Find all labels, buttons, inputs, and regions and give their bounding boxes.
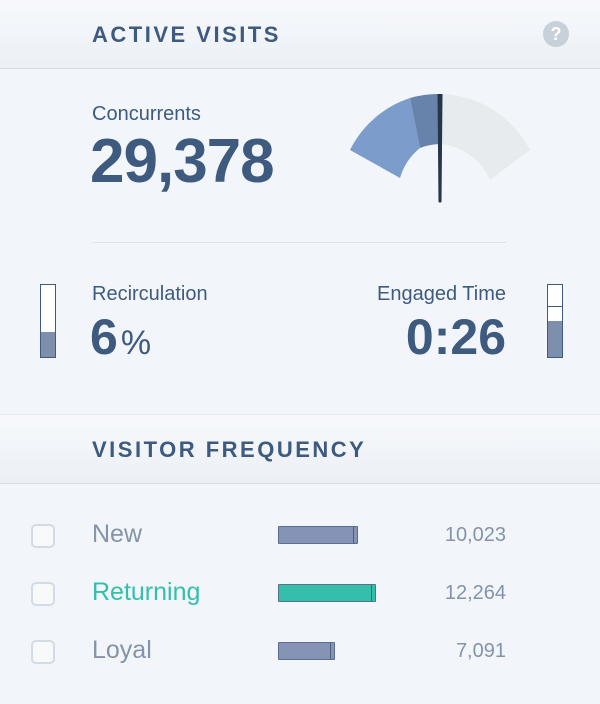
frequency-row-new: New 10,023 [0, 516, 600, 556]
new-label: New [92, 520, 143, 548]
recirculation-bar [40, 284, 56, 358]
concurrents-gauge [350, 93, 530, 203]
loyal-label: Loyal [92, 636, 152, 664]
section-divider [92, 242, 506, 243]
returning-bar-notch [371, 585, 372, 601]
returning-label: Returning [92, 578, 201, 606]
concurrents-label: Concurrents [92, 103, 201, 125]
returning-bar [278, 584, 376, 602]
active-visits-header: ACTIVE VISITS ? [0, 0, 600, 69]
recirculation-label: Recirculation [92, 283, 208, 305]
recirculation-value: 6% [90, 308, 151, 366]
engaged-time-bar [547, 284, 563, 358]
engaged-time-bar-marker [548, 305, 562, 307]
loyal-bar-notch [330, 643, 331, 659]
new-checkbox[interactable] [31, 524, 55, 548]
recirculation-bar-fill [41, 331, 55, 357]
new-bar [278, 526, 358, 544]
loyal-checkbox[interactable] [31, 640, 55, 664]
visitor-frequency-header: VISITOR FREQUENCY [0, 414, 600, 484]
gauge-recent-segment [410, 93, 440, 148]
new-bar-notch [353, 527, 354, 543]
visitor-frequency-title: VISITOR FREQUENCY [92, 437, 367, 462]
engaged-time-label: Engaged Time [377, 283, 506, 305]
gauge-needle [437, 94, 443, 203]
engaged-time-bar-fill [548, 321, 562, 357]
frequency-row-loyal: Loyal 7,091 [0, 632, 600, 672]
active-visits-title: ACTIVE VISITS [92, 22, 281, 47]
engaged-time-value: 0:26 [405, 309, 506, 365]
recirculation-unit: % [120, 324, 152, 362]
loyal-count: 7,091 [455, 640, 506, 662]
recirculation-number: 6 [90, 309, 118, 365]
returning-checkbox[interactable] [31, 582, 55, 606]
returning-count: 12,264 [444, 582, 506, 604]
gauge-filled-segment [350, 98, 420, 178]
new-count: 10,023 [444, 524, 506, 546]
gauge-empty-segment [440, 94, 530, 180]
frequency-row-returning: Returning 12,264 [0, 574, 600, 614]
loyal-bar [278, 642, 335, 660]
help-icon[interactable]: ? [543, 21, 569, 47]
concurrents-value: 29,378 [90, 127, 275, 196]
